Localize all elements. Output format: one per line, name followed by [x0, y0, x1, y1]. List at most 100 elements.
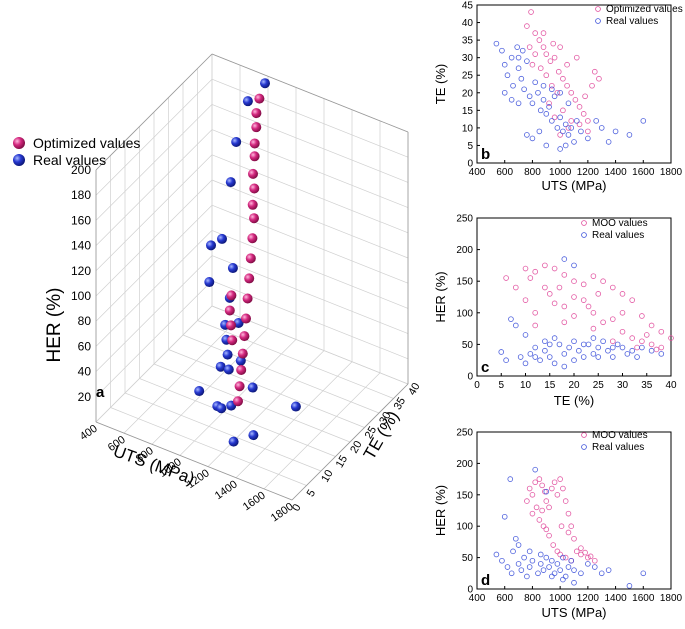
- sphere-optimized: [234, 381, 245, 392]
- scatter-point-optimized: [562, 498, 569, 504]
- panel-b-frame: [476, 4, 672, 164]
- scatter-point-real: [614, 341, 621, 348]
- grid-line: [211, 104, 409, 183]
- x-tick-label: 40: [665, 380, 677, 391]
- legend-real-label: Real values: [33, 152, 106, 168]
- scatter-point-optimized: [568, 118, 575, 124]
- sphere-optimized: [251, 122, 262, 133]
- scatter-point-optimized: [564, 61, 570, 68]
- scatter-point-optimized: [551, 54, 558, 61]
- legend-optimized-sphere: [13, 137, 25, 149]
- scatter-point-optimized: [546, 291, 553, 297]
- scatter-point-optimized: [503, 275, 509, 281]
- scatter-point-real: [571, 262, 577, 269]
- scatter-point-real: [493, 40, 500, 47]
- scatter-point-real: [626, 583, 633, 589]
- scatter-point-optimized: [609, 338, 616, 345]
- scatter-point-real: [519, 47, 526, 54]
- sphere-real: [223, 364, 234, 375]
- y-tick-label: 0: [467, 585, 473, 596]
- scatter-point-real: [508, 570, 515, 577]
- sphere-real: [225, 177, 236, 188]
- x-tick-label: 1200: [577, 593, 600, 604]
- scatter-point-real: [556, 341, 563, 348]
- scatter-point-real: [565, 564, 572, 570]
- scatter-point-optimized: [549, 485, 555, 492]
- panel-b-label: b: [481, 146, 490, 163]
- scatter-point-real: [562, 121, 569, 128]
- sphere-real: [216, 403, 227, 414]
- z-tick-label: 160: [71, 213, 91, 227]
- scatter-point-optimized: [590, 325, 597, 332]
- z-tick-label: 140: [71, 239, 91, 253]
- scatter-point-real: [543, 488, 550, 495]
- panel-a-grid: [95, 53, 409, 501]
- scatter-point-optimized: [585, 303, 592, 310]
- scatter-point-real: [612, 128, 619, 135]
- scatter-point-optimized: [591, 68, 598, 75]
- sphere-optimized: [245, 253, 256, 264]
- scatter-point-optimized: [572, 97, 579, 103]
- y-tick-label: 100: [456, 522, 473, 533]
- scatter-point-real: [518, 567, 525, 573]
- panel-b-x-title: UTS (MPa): [542, 178, 607, 193]
- grid-line: [211, 230, 409, 309]
- x-tick-label: 600: [496, 593, 513, 604]
- scatter-point-real: [549, 573, 555, 580]
- scatter-point-real: [522, 332, 529, 338]
- scatter-point-optimized: [526, 485, 533, 492]
- scatter-point-optimized: [543, 51, 550, 57]
- scatter-point-real: [501, 513, 508, 520]
- sphere-optimized: [249, 213, 259, 224]
- y-tick-label: 15: [462, 106, 474, 117]
- y-tick-label: 50: [462, 340, 474, 351]
- scatter-point-real: [524, 573, 530, 580]
- scatter-point-optimized: [648, 322, 655, 329]
- scatter-point-optimized: [571, 294, 577, 300]
- scatter-point-optimized: [568, 523, 575, 529]
- legend-label: Optimized values: [606, 4, 683, 15]
- scatter-point-real: [557, 146, 563, 152]
- scatter-point-real: [585, 135, 591, 142]
- grid-line: [95, 78, 213, 196]
- scatter-point-optimized: [529, 491, 536, 498]
- x-tick-label: 1600: [632, 167, 655, 178]
- z-tick-label: 20: [78, 390, 92, 404]
- scatter-point-real: [566, 344, 572, 351]
- scatter-point-real: [619, 344, 626, 351]
- sphere-real: [227, 263, 238, 274]
- x-tick-label: 15: [544, 380, 556, 391]
- x-tick-label: 1600: [632, 593, 655, 604]
- scatter-point-optimized: [585, 118, 591, 124]
- scatter-point-optimized: [547, 58, 554, 64]
- x-tick-label: 800: [524, 593, 541, 604]
- y-tick-label: 10: [319, 468, 336, 485]
- sphere-optimized: [226, 290, 237, 301]
- x-tick-label: 400: [469, 593, 486, 604]
- grid-line: [197, 320, 394, 399]
- scatter-point-optimized: [554, 491, 561, 498]
- grid-line: [95, 230, 213, 347]
- scatter-point-real: [508, 54, 515, 61]
- z-tick-label: 120: [71, 264, 91, 278]
- x-tick-label: 1800: [660, 167, 683, 178]
- y-tick-label: 20: [462, 88, 474, 99]
- sphere-optimized: [226, 320, 236, 331]
- x-tick-label: 20: [568, 380, 580, 391]
- y-tick-label: 20: [348, 439, 365, 456]
- scatter-point-real: [640, 570, 647, 577]
- scatter-point-optimized: [658, 328, 665, 335]
- sphere-optimized: [236, 364, 247, 375]
- panel-d-x-title: UTS (MPa): [542, 605, 607, 620]
- z-tick-label: 60: [78, 339, 92, 353]
- panel-a-points: [194, 78, 301, 447]
- x-tick-label: 400: [469, 167, 486, 178]
- scatter-point-real: [522, 360, 529, 367]
- scatter-point-real: [503, 357, 509, 364]
- scatter-point-optimized: [532, 309, 538, 316]
- scatter-point-real: [546, 341, 553, 348]
- scatter-point-real: [512, 535, 519, 542]
- y-tick-label: 5: [305, 488, 318, 499]
- scatter-point-real: [543, 111, 550, 117]
